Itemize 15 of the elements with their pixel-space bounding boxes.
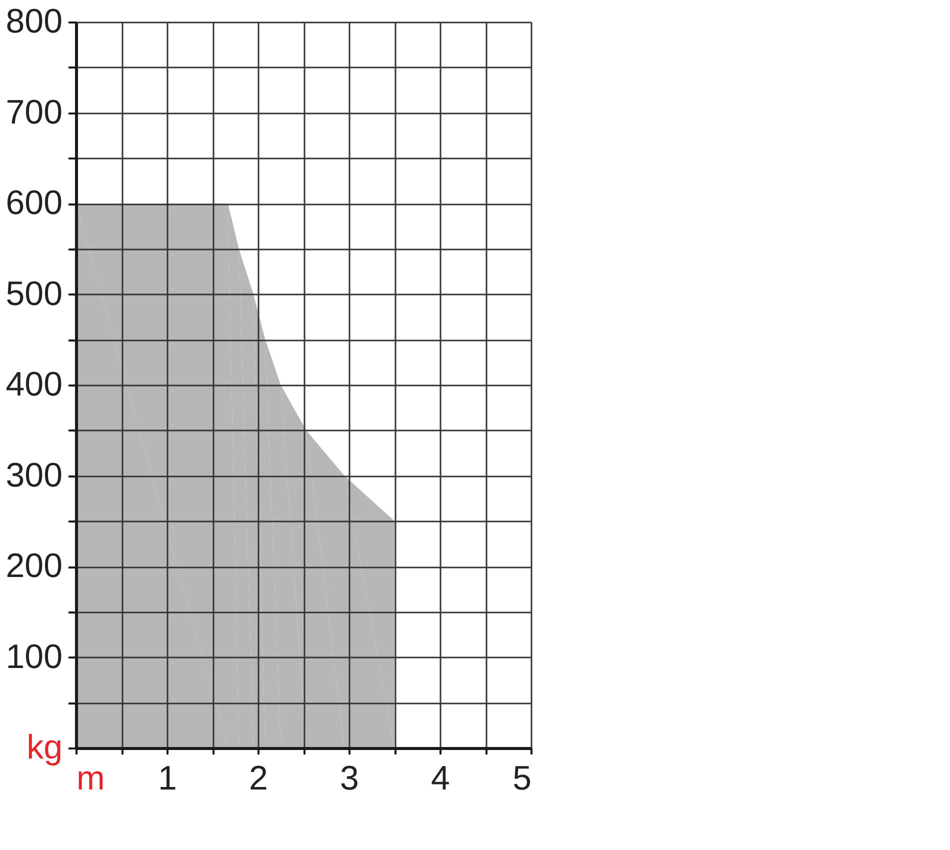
y-tick-label: 800 bbox=[6, 2, 62, 40]
x-tick-label: 3 bbox=[340, 760, 359, 798]
x-tick-label: 1 bbox=[158, 760, 177, 798]
x-tick-label: 2 bbox=[249, 760, 268, 798]
x-tick-label: m bbox=[76, 760, 105, 798]
y-tick-label: 600 bbox=[6, 184, 62, 222]
y-tick-label: 300 bbox=[6, 456, 62, 494]
y-tick-label: 100 bbox=[6, 638, 62, 676]
y-tick-label: 500 bbox=[6, 274, 62, 313]
x-tick-label: 4 bbox=[431, 760, 450, 798]
y-tick-label: kg bbox=[26, 728, 62, 766]
y-tick-label: 700 bbox=[6, 93, 62, 132]
x-tick-label: 5 bbox=[512, 760, 532, 798]
y-tick-label: 400 bbox=[6, 366, 62, 404]
y-tick-label: 200 bbox=[6, 547, 62, 585]
